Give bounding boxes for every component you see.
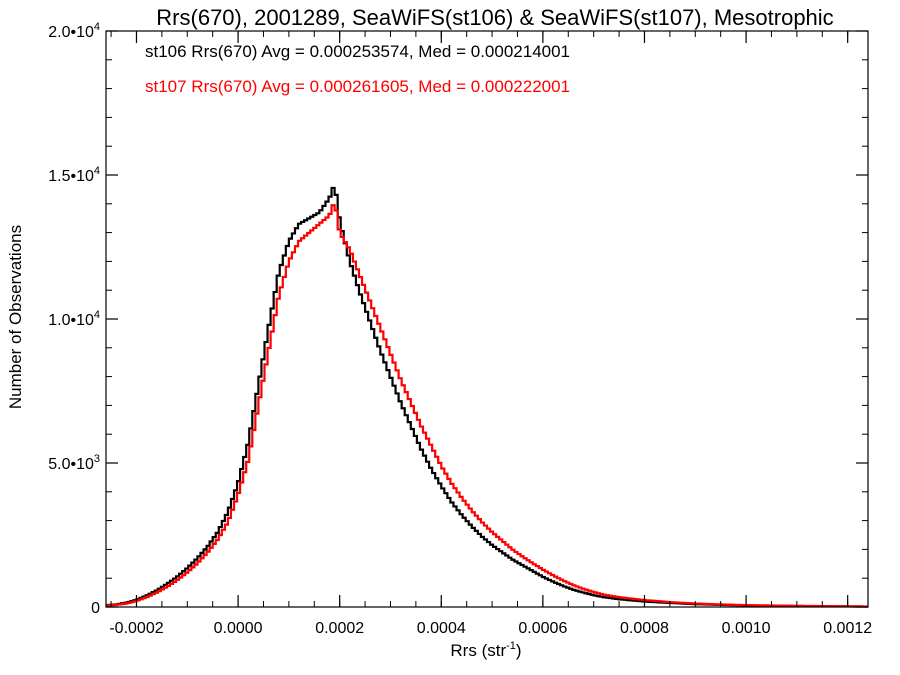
y-tick-label: 2.0•104 [48, 21, 100, 41]
x-tick-label: 0.0000 [214, 620, 263, 637]
x-tick-label: 0.0012 [823, 620, 872, 637]
y-tick-label: 1.5•104 [48, 165, 100, 185]
series-layer [106, 186, 868, 608]
x-tick-label: 0.0002 [315, 620, 364, 637]
y-tick-label: 0 [91, 600, 100, 617]
x-tick-label: 0.0004 [417, 620, 466, 637]
x-tick-label: 0.0010 [722, 620, 771, 637]
series-st107-line [106, 204, 868, 608]
x-tick-label: 0.0008 [620, 620, 669, 637]
x-tick-label: 0.0006 [518, 620, 567, 637]
y-axis-label: Number of Observations [6, 225, 25, 409]
chart-title: Rrs(670), 2001289, SeaWiFS(st106) & SeaW… [156, 5, 833, 30]
y-tick-label: 5.0•103 [48, 453, 100, 473]
axes-layer: -0.0002 0.0000 0.0002 0.0004 0.0006 0.0008 0.0… [48, 21, 872, 637]
legend-entry-st106: st106 Rrs(670) Avg = 0.000253574, Med = … [145, 42, 570, 61]
x-axis-label: Rrs (str-1) [450, 640, 521, 660]
y-tick-label: 1.0•104 [48, 309, 100, 329]
legend-entry-st107: st107 Rrs(670) Avg = 0.000261605, Med = … [145, 77, 570, 96]
x-tick-label: -0.0002 [109, 620, 163, 637]
